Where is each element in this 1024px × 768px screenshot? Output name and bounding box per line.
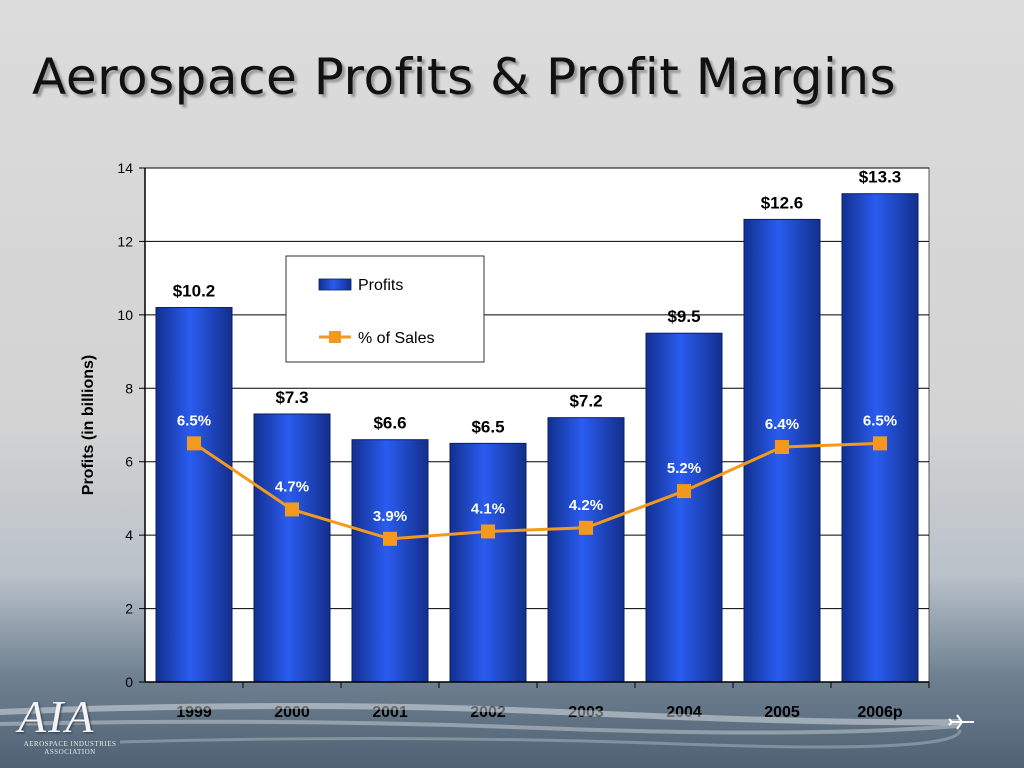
bar-value-label: $7.3 [275, 388, 308, 407]
legend-label-percent: % of Sales [358, 330, 434, 347]
percent-label: 4.1% [471, 500, 505, 517]
y-tick-label: 4 [125, 527, 133, 543]
percent-marker [481, 524, 495, 539]
x-tick-label: 2006p [857, 704, 903, 721]
legend-swatch-profits [318, 278, 352, 291]
bar-value-label: $13.3 [859, 168, 902, 187]
y-tick-label: 0 [125, 674, 133, 690]
bar-value-label: $6.5 [471, 417, 504, 436]
x-tick-label: 2001 [372, 704, 408, 721]
y-tick-label: 6 [125, 454, 133, 470]
y-tick-label: 12 [117, 233, 133, 249]
bar-value-label: $12.6 [761, 193, 804, 212]
legend-swatch-percent-marker [329, 331, 341, 343]
y-tick-label: 2 [125, 601, 133, 617]
percent-label: 4.2% [569, 497, 603, 514]
x-tick-label: 2005 [764, 704, 800, 721]
y-axis-label: Profits (in billions) [80, 355, 97, 495]
y-tick-label: 8 [125, 380, 133, 396]
slide-title: Aerospace Profits & Profit Margins [32, 48, 897, 106]
aia-logo: AIA AEROSPACE INDUSTRIES ASSOCIATION [10, 690, 130, 760]
x-tick-label: 2003 [568, 704, 604, 721]
bar-value-label: $7.2 [569, 392, 602, 411]
bar-value-label: $10.2 [173, 282, 216, 301]
percent-marker [677, 484, 691, 499]
bar-2004 [645, 332, 723, 683]
x-tick-label: 2004 [666, 704, 702, 721]
percent-marker [187, 436, 201, 451]
percent-label: 6.5% [177, 412, 211, 429]
airplane-icon [948, 714, 974, 730]
y-tick-label: 14 [117, 160, 133, 176]
x-tick-label: 1999 [176, 704, 212, 721]
logo-letters: AIA [18, 691, 96, 742]
data-labels: $10.2 $7.3 $6.6 $6.5 $7.2 $9.5 $12.6 $13.3 6.5% 4… [173, 168, 902, 525]
bar-1999 [155, 307, 233, 683]
percent-marker [285, 502, 299, 517]
percent-label: 3.9% [373, 508, 407, 525]
percent-line [187, 436, 887, 546]
logo-subtitle: AEROSPACE INDUSTRIES ASSOCIATION [23, 740, 117, 756]
bar-value-label: $9.5 [667, 307, 700, 326]
percent-label: 4.7% [275, 478, 309, 495]
percent-label: 5.2% [667, 460, 701, 477]
bar-value-label: $6.6 [373, 414, 406, 433]
percent-of-sales-line [193, 441, 881, 541]
legend: Profits % of Sales [285, 255, 485, 363]
percent-marker [873, 436, 887, 451]
y-tick-label: 10 [117, 307, 133, 323]
bar-2003 [547, 417, 625, 683]
x-tick-label: 2000 [274, 704, 310, 721]
x-tick-label: 2002 [470, 704, 506, 721]
percent-marker [383, 531, 397, 546]
legend-label-profits: Profits [358, 277, 403, 294]
percent-label: 6.5% [863, 412, 897, 429]
bar-2001 [351, 439, 429, 683]
axes: 0 2 4 6 8 10 12 14 1999 2000 2001 2002 2003 2004 2005 2… [117, 160, 930, 721]
percent-marker [579, 520, 593, 535]
bar-2000 [253, 413, 331, 683]
contrails [0, 703, 962, 749]
percent-label: 6.4% [765, 416, 799, 433]
percent-marker [775, 440, 789, 455]
bar-2002 [449, 442, 527, 683]
